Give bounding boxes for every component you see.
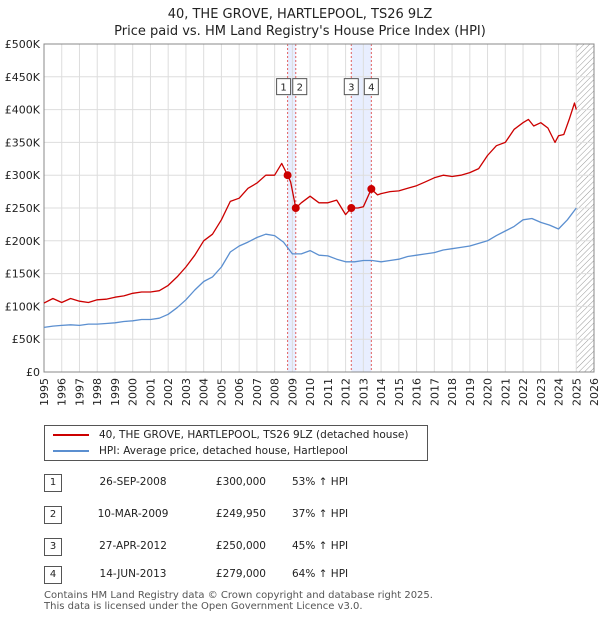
legend-label-hpi: HPI: Average price, detached house, Hart…: [99, 445, 348, 457]
sale-price: £279,000: [215, 568, 266, 580]
sale-marker-box: [292, 78, 308, 96]
x-tick-label: 2006: [233, 378, 246, 406]
sale-price: £300,000: [215, 476, 266, 488]
x-tick-label: 1998: [91, 378, 104, 406]
x-tick-label: 1997: [73, 378, 86, 406]
x-tick-label: 2001: [144, 378, 157, 406]
x-tick-label: 2018: [446, 378, 459, 406]
y-tick-label: £450K: [5, 71, 41, 84]
sale-hpi-change: 45% ↑ HPI: [292, 540, 349, 552]
sale-point: [291, 204, 300, 213]
sale-number-badge: 1: [44, 474, 62, 492]
sale-number-badge: 2: [44, 506, 62, 524]
y-tick-label: £100K: [5, 300, 41, 313]
plot-frame: [43, 43, 595, 373]
sale-marker-box: [363, 78, 379, 96]
sale-hpi-change: 37% ↑ HPI: [292, 508, 349, 520]
sale-price: £249,950: [215, 508, 266, 520]
y-tick-label: £350K: [5, 136, 41, 149]
x-tick-label: 2016: [411, 378, 424, 406]
property-price-line: [43, 102, 577, 304]
x-tick-label: 1995: [38, 378, 51, 406]
sale-hpi-change: 64% ↑ HPI: [292, 568, 349, 580]
x-tick-label: 1996: [56, 378, 69, 406]
x-tick-label: 2013: [357, 378, 370, 406]
y-tick-label: £50K: [12, 333, 41, 346]
footer-line-licence: This data is licensed under the Open Gov…: [44, 601, 363, 612]
sale-row: 3 27-APR-2012 £250,000 45% ↑ HPI: [0, 538, 600, 558]
x-tick-label: 2023: [535, 378, 548, 406]
legend-swatch-property: [53, 434, 89, 436]
x-tick-label: 2005: [215, 378, 228, 406]
y-tick-label: £300K: [5, 169, 41, 182]
y-tick-label: £250K: [5, 202, 41, 215]
x-tick-label: 2002: [162, 378, 175, 406]
sale-date: 10-MAR-2009: [97, 508, 169, 520]
sale-row: 1 26-SEP-2008 £300,000 53% ↑ HPI: [0, 474, 600, 494]
sale-marker-label: 2: [297, 83, 303, 94]
y-tick-label: £0: [26, 366, 40, 379]
sale-point: [367, 184, 376, 193]
x-tick-label: 2009: [286, 378, 299, 406]
x-tick-label: 2012: [340, 378, 353, 406]
sale-price: £250,000: [215, 540, 266, 552]
y-tick-label: £400K: [5, 104, 41, 117]
y-tick-label: £200K: [5, 235, 41, 248]
price-chart: £0 £50K £100K £150K £200K £250K £300K £350K £400…: [5, 38, 600, 406]
x-tick-label: 2026: [588, 378, 600, 406]
sale-row: 2 10-MAR-2009 £249,950 37% ↑ HPI: [0, 506, 600, 526]
x-tick-label: 2007: [251, 378, 264, 406]
chart-subtitle: Price paid vs. HM Land Registry's House …: [114, 24, 486, 39]
footer-attribution: Contains HM Land Registry data © Crown c…: [44, 590, 433, 612]
x-tick-label: 2015: [393, 378, 406, 406]
sale-marker-label: 3: [348, 83, 354, 94]
sale-hpi-change: 53% ↑ HPI: [292, 476, 349, 488]
x-tick-label: 2022: [517, 378, 530, 406]
x-tick-label: 2008: [269, 378, 282, 406]
sale-marker-box: [276, 78, 292, 96]
sale-point: [283, 171, 292, 180]
sale-number-badge: 3: [44, 538, 62, 556]
x-tick-label: 2010: [304, 378, 317, 406]
sale-point: [347, 204, 356, 212]
chart-legend: 40, THE GROVE, HARTLEPOOL, TS26 9LZ (det…: [44, 425, 428, 461]
chart-title: 40, THE GROVE, HARTLEPOOL, TS26 9LZ: [167, 7, 433, 22]
y-tick-label: £150K: [5, 268, 41, 281]
x-tick-label: 2003: [180, 378, 193, 406]
legend-swatch-hpi: [53, 450, 89, 452]
sale-number-badge: 4: [44, 566, 62, 584]
x-tick-label: 2025: [570, 378, 583, 406]
x-tick-label: 2011: [322, 378, 335, 406]
sale-marker-box: [343, 78, 359, 96]
x-tick-label: 2017: [428, 378, 441, 406]
sale-date: 26-SEP-2008: [99, 476, 167, 488]
sale-date: 27-APR-2012: [99, 540, 167, 552]
sale-date: 14-JUN-2013: [99, 568, 167, 580]
sale-marker-label: 1: [280, 83, 286, 94]
sale-row: 4 14-JUN-2013 £279,000 64% ↑ HPI: [0, 566, 600, 586]
footer-line-copyright: Contains HM Land Registry data © Crown c…: [44, 590, 433, 601]
x-tick-label: 1999: [109, 378, 122, 406]
x-tick-label: 2024: [553, 378, 566, 406]
legend-item-property: 40, THE GROVE, HARTLEPOOL, TS26 9LZ (det…: [53, 427, 408, 443]
x-tick-label: 2021: [499, 378, 512, 406]
x-tick-label: 2014: [375, 378, 388, 406]
y-tick-label: £500K: [5, 38, 41, 51]
x-tick-label: 2004: [198, 378, 211, 406]
hpi-line: [43, 207, 577, 329]
x-tick-label: 2019: [464, 378, 477, 406]
legend-label-property: 40, THE GROVE, HARTLEPOOL, TS26 9LZ (det…: [99, 429, 409, 441]
legend-item-hpi: HPI: Average price, detached house, Hart…: [53, 443, 348, 459]
x-tick-label: 2000: [127, 378, 140, 406]
sale-marker-label: 4: [368, 83, 374, 94]
x-tick-label: 2020: [482, 378, 495, 406]
